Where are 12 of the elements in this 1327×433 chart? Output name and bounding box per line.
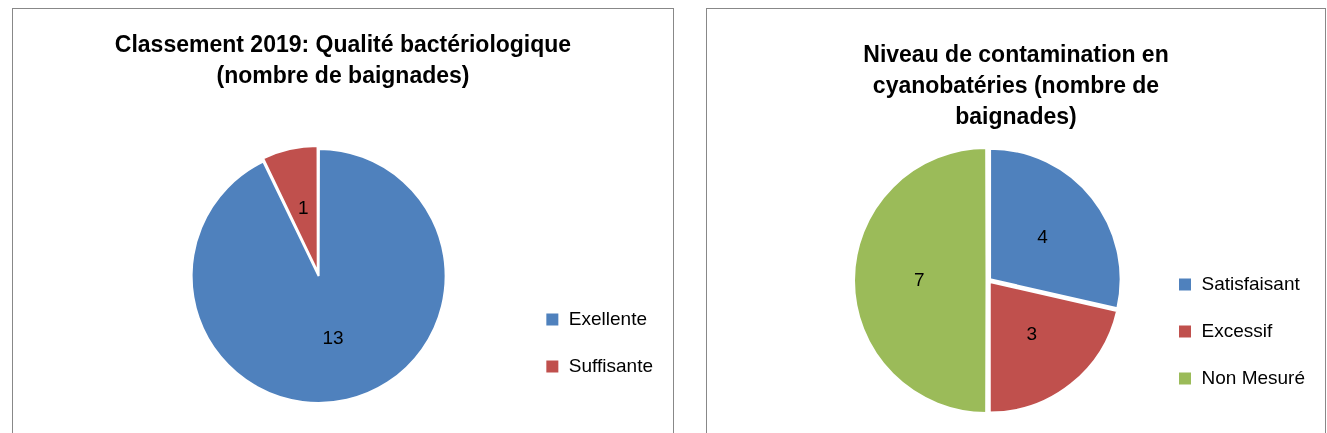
data-label: 3 [1026, 322, 1037, 344]
chart-title: Classement 2019: Qualité bactériologique (nombre de baignades) [113, 30, 573, 90]
data-label: 4 [1037, 225, 1049, 247]
data-label: 7 [913, 268, 925, 290]
data-label: 1 [298, 197, 309, 219]
legend-label: Excessif [1201, 319, 1273, 341]
legend-label: Suffisante [568, 354, 653, 376]
legend-label: Satisfaisant [1201, 272, 1301, 294]
data-label: 13 [322, 327, 344, 349]
chart-title: Niveau de contamination en cyanobatéries (nombre de baignades) [862, 40, 1170, 131]
legend-label: Non Mesuré [1201, 366, 1306, 388]
legend-label: Exellente [568, 307, 648, 329]
